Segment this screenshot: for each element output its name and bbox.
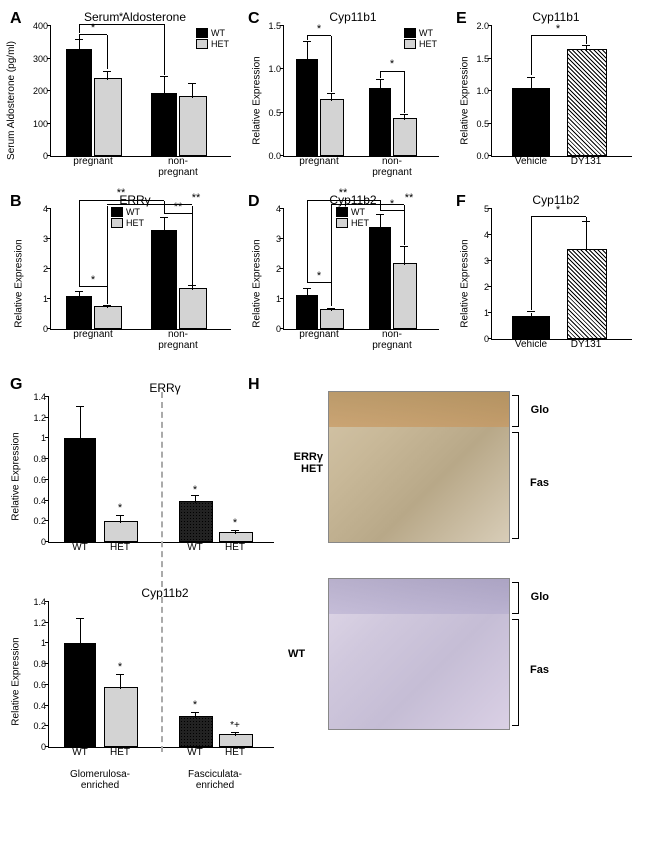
legend-c: WT HET	[404, 28, 437, 50]
chart-title-c: Cyp11b1	[258, 10, 448, 24]
bar	[151, 93, 177, 156]
plot-e: 0.0 0.5 1.0 1.5 2.0 * Vehicle DY131	[491, 26, 632, 157]
legend-d: WT HET	[336, 207, 369, 229]
panel-b: B ERRγ Relative Expression WT HET 0 1 2 …	[10, 193, 240, 368]
panel-d: D Cyp11b2 Relative Expression WT HET 0 1…	[248, 193, 448, 368]
panel-c: C Cyp11b1 Relative Expression WT HET 0.0…	[248, 10, 448, 185]
ylabel-f: Relative Expression	[460, 239, 471, 327]
panel-e: E Cyp11b1 Relative Expression 0.0 0.5 1.…	[456, 10, 646, 185]
bar	[66, 49, 92, 156]
plot-f: 0 1 2 3 4 5 * Vehicle DY131	[491, 209, 632, 340]
histology-image-het: Glo Fas	[328, 391, 510, 543]
plot-c: WT HET 0.0 0.5 1.0 1.5 * * pregnant non	[283, 26, 439, 157]
ylabel-e: Relative Expression	[460, 56, 471, 144]
bar	[179, 96, 207, 157]
group-label: Glomerulosa-enriched	[55, 769, 145, 791]
legend-het: HET	[211, 39, 229, 49]
legend-a: WT HET	[196, 28, 229, 50]
region-fas: Fas	[530, 664, 549, 676]
panel-label-d: D	[248, 193, 260, 211]
g2-ylabel: Relative Expression	[11, 637, 22, 725]
group-label: Fasciculata-enriched	[170, 769, 260, 791]
plot-d: WT HET 0 1 2 3 4 * * **	[283, 209, 439, 330]
region-glo: Glo	[531, 404, 549, 416]
img-label-wt: WT	[288, 648, 305, 660]
panel-label-b: B	[10, 193, 22, 211]
ylabel-a: Serum Aldosterone (pg/ml)	[6, 41, 17, 160]
histology-image-wt: Glo Fas	[328, 578, 510, 730]
plot-g1: 0 0.2 0.4 0.6 0.8 1 1.2 1.4 * * *	[48, 397, 274, 543]
xcat: pregnant	[73, 156, 112, 167]
chart-title-a: Serum Aldosterone	[30, 10, 240, 24]
panel-label-h: H	[248, 376, 260, 394]
legend-wt: WT	[211, 28, 225, 38]
ylabel-c: Relative Expression	[252, 56, 263, 144]
panel-label-c: C	[248, 10, 260, 28]
bar	[94, 78, 122, 156]
plot-g2: 0 0.2 0.4 0.6 0.8 1 1.2 1.4 * * *+	[48, 602, 274, 748]
legend-b: WT HET	[111, 207, 144, 229]
figure-grid: A Serum Aldosterone Serum Aldosterone (p…	[10, 10, 640, 806]
chart-title-e: Cyp11b1	[466, 10, 646, 24]
panel-label-f: F	[456, 193, 466, 211]
plot-b: WT HET 0 1 2 3 4 * ** **	[50, 209, 231, 330]
panel-f: F Cyp11b2 Relative Expression 0 1 2 3 4 …	[456, 193, 646, 368]
img-label-het: ERRγHET	[273, 451, 323, 475]
panel-label-e: E	[456, 10, 467, 28]
plot-a: WT HET 0 100 200 300 400 *	[50, 26, 231, 157]
ylabel-d: Relative Expression	[252, 239, 263, 327]
panel-label-g: G	[10, 376, 22, 394]
region-glo: Glo	[531, 591, 549, 603]
panel-h: H Glo Fas ERRγHET Glo Fas WT	[248, 376, 646, 806]
panel-a: A Serum Aldosterone Serum Aldosterone (p…	[10, 10, 240, 185]
xcat: non-pregnant	[152, 156, 205, 178]
g1-ylabel: Relative Expression	[11, 432, 22, 520]
ylabel-b: Relative Expression	[14, 239, 25, 327]
region-fas: Fas	[530, 477, 549, 489]
panel-label-a: A	[10, 10, 22, 28]
